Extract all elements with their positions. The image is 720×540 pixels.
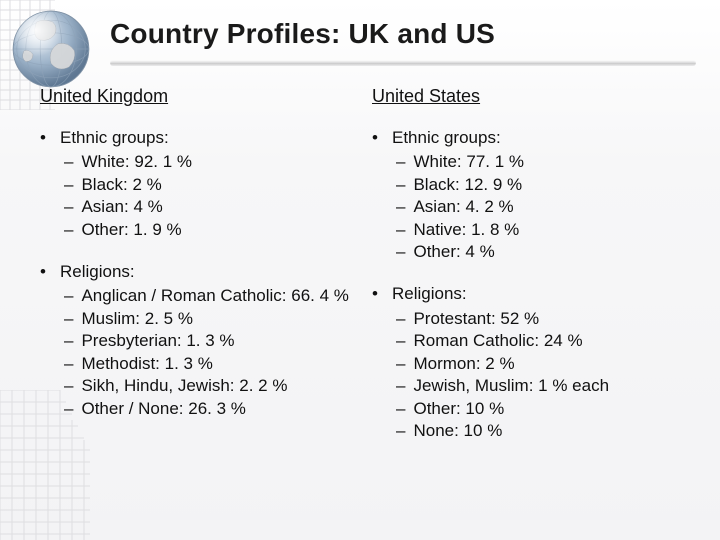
list-item-text: Other / None: 26. 3 %: [81, 398, 364, 420]
section-label: Ethnic groups:: [392, 127, 696, 149]
list-item: –Black: 12. 9 %: [396, 174, 696, 196]
list-item: –Asian: 4 %: [64, 196, 364, 218]
dash-icon: –: [64, 375, 73, 397]
sublist: –Protestant: 52 %–Roman Catholic: 24 %–M…: [392, 308, 696, 443]
list-item-text: Black: 2 %: [81, 174, 364, 196]
list-item-text: Anglican / Roman Catholic: 66. 4 %: [81, 285, 364, 307]
list-item: –Mormon: 2 %: [396, 353, 696, 375]
dash-icon: –: [396, 241, 405, 263]
column-heading: United States: [372, 85, 696, 109]
bullet-icon: •: [40, 127, 50, 241]
sublist: –White: 92. 1 %–Black: 2 %–Asian: 4 %–Ot…: [60, 151, 364, 241]
dash-icon: –: [396, 353, 405, 375]
dash-icon: –: [64, 151, 73, 173]
list-item: –Black: 2 %: [64, 174, 364, 196]
list-item-text: Roman Catholic: 24 %: [413, 330, 696, 352]
dash-icon: –: [64, 353, 73, 375]
column-0: United Kingdom•Ethnic groups:–White: 92.…: [40, 85, 364, 462]
list-item-text: Native: 1. 8 %: [413, 219, 696, 241]
list-item-text: Sikh, Hindu, Jewish: 2. 2 %: [81, 375, 364, 397]
list-item: –Jewish, Muslim: 1 % each: [396, 375, 696, 397]
list-item-text: Other: 4 %: [413, 241, 696, 263]
list-item-text: Asian: 4 %: [81, 196, 364, 218]
section: •Ethnic groups:–White: 92. 1 %–Black: 2 …: [40, 127, 364, 241]
content-columns: United Kingdom•Ethnic groups:–White: 92.…: [40, 85, 696, 462]
dash-icon: –: [396, 174, 405, 196]
dash-icon: –: [396, 219, 405, 241]
bullet-icon: •: [372, 283, 382, 442]
list-item-text: Asian: 4. 2 %: [413, 196, 696, 218]
list-item: –White: 92. 1 %: [64, 151, 364, 173]
dash-icon: –: [396, 151, 405, 173]
list-item-text: Mormon: 2 %: [413, 353, 696, 375]
section-body: Religions:–Anglican / Roman Catholic: 66…: [60, 261, 364, 420]
list-item: –Native: 1. 8 %: [396, 219, 696, 241]
list-item: –Methodist: 1. 3 %: [64, 353, 364, 375]
list-item-text: Methodist: 1. 3 %: [81, 353, 364, 375]
list-item: –Other / None: 26. 3 %: [64, 398, 364, 420]
section-label: Ethnic groups:: [60, 127, 364, 149]
section-body: Ethnic groups:–White: 92. 1 %–Black: 2 %…: [60, 127, 364, 241]
list-item: –Other: 4 %: [396, 241, 696, 263]
list-item: –Protestant: 52 %: [396, 308, 696, 330]
slide-title: Country Profiles: UK and US: [110, 18, 696, 50]
list-item-text: White: 77. 1 %: [413, 151, 696, 173]
list-item: –Roman Catholic: 24 %: [396, 330, 696, 352]
list-item: –Presbyterian: 1. 3 %: [64, 330, 364, 352]
title-block: Country Profiles: UK and US: [110, 18, 696, 66]
title-underline: [110, 60, 696, 66]
list-item: –Anglican / Roman Catholic: 66. 4 %: [64, 285, 364, 307]
bullet-icon: •: [40, 261, 50, 420]
dash-icon: –: [396, 398, 405, 420]
column-1: United States•Ethnic groups:–White: 77. …: [372, 85, 696, 462]
list-item: –Muslim: 2. 5 %: [64, 308, 364, 330]
dash-icon: –: [396, 196, 405, 218]
dash-icon: –: [64, 330, 73, 352]
list-item: –None: 10 %: [396, 420, 696, 442]
section-body: Ethnic groups:–White: 77. 1 %–Black: 12.…: [392, 127, 696, 264]
list-item: –White: 77. 1 %: [396, 151, 696, 173]
section: •Ethnic groups:–White: 77. 1 %–Black: 12…: [372, 127, 696, 264]
list-item: –Asian: 4. 2 %: [396, 196, 696, 218]
dash-icon: –: [64, 308, 73, 330]
sublist: –White: 77. 1 %–Black: 12. 9 %–Asian: 4.…: [392, 151, 696, 263]
list-item-text: None: 10 %: [413, 420, 696, 442]
column-heading: United Kingdom: [40, 85, 364, 109]
list-item-text: Black: 12. 9 %: [413, 174, 696, 196]
dash-icon: –: [396, 375, 405, 397]
sublist: –Anglican / Roman Catholic: 66. 4 %–Musl…: [60, 285, 364, 420]
list-item-text: Presbyterian: 1. 3 %: [81, 330, 364, 352]
dash-icon: –: [396, 308, 405, 330]
dash-icon: –: [64, 196, 73, 218]
list-item: –Other: 10 %: [396, 398, 696, 420]
dash-icon: –: [64, 398, 73, 420]
dash-icon: –: [64, 174, 73, 196]
list-item-text: Protestant: 52 %: [413, 308, 696, 330]
list-item-text: Other: 10 %: [413, 398, 696, 420]
dash-icon: –: [64, 219, 73, 241]
bullet-icon: •: [372, 127, 382, 264]
list-item: –Other: 1. 9 %: [64, 219, 364, 241]
dash-icon: –: [396, 330, 405, 352]
list-item-text: White: 92. 1 %: [81, 151, 364, 173]
section-body: Religions:–Protestant: 52 %–Roman Cathol…: [392, 283, 696, 442]
dash-icon: –: [64, 285, 73, 307]
section-label: Religions:: [392, 283, 696, 305]
section-label: Religions:: [60, 261, 364, 283]
dash-icon: –: [396, 420, 405, 442]
globe-icon: [6, 4, 96, 94]
list-item: –Sikh, Hindu, Jewish: 2. 2 %: [64, 375, 364, 397]
list-item-text: Muslim: 2. 5 %: [81, 308, 364, 330]
section: •Religions:–Protestant: 52 %–Roman Catho…: [372, 283, 696, 442]
list-item-text: Other: 1. 9 %: [81, 219, 364, 241]
list-item-text: Jewish, Muslim: 1 % each: [413, 375, 696, 397]
section: •Religions:–Anglican / Roman Catholic: 6…: [40, 261, 364, 420]
